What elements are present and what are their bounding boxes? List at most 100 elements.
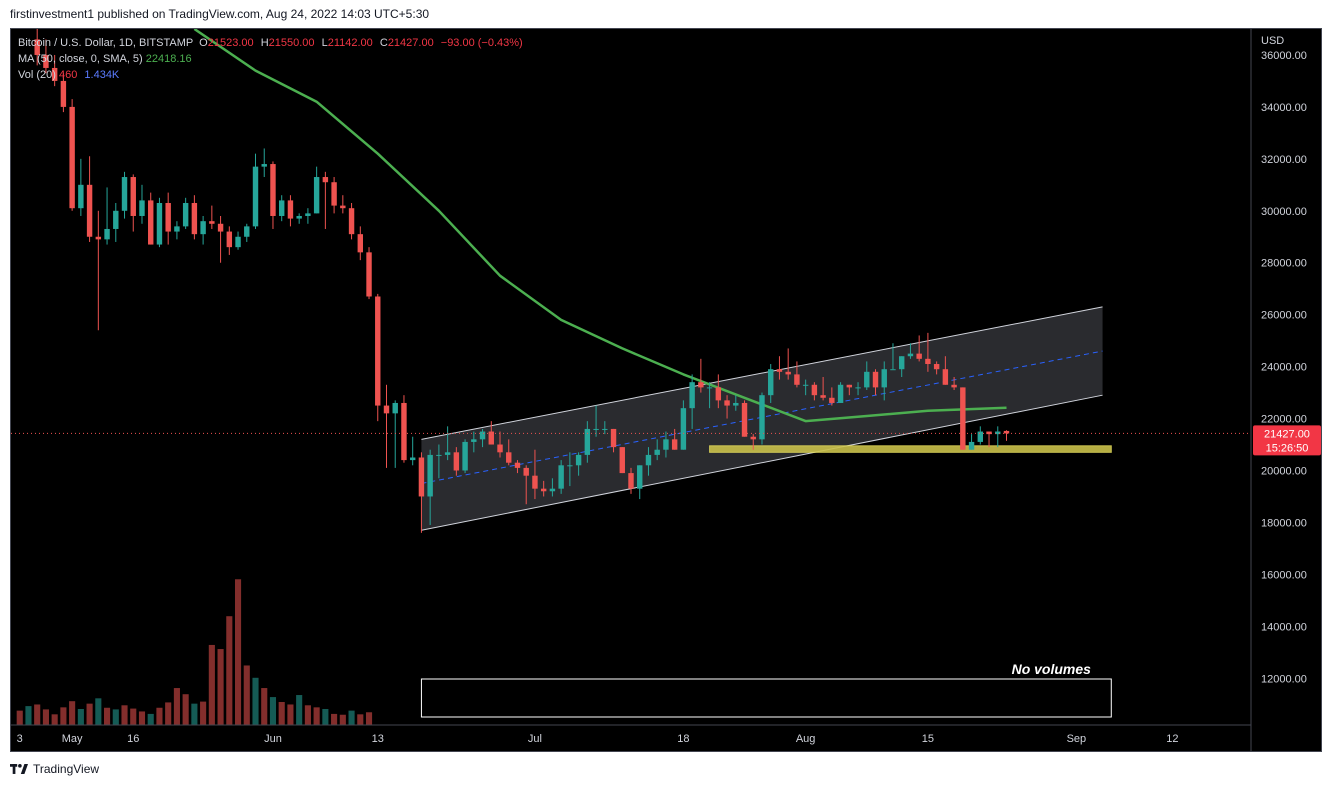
candle [995, 426, 1001, 448]
candle [907, 343, 914, 359]
channel-lower-line [421, 394, 1103, 531]
volume-bar [16, 710, 23, 725]
candle-body [829, 397, 835, 403]
candle [706, 382, 713, 409]
price-tick-label: 12000.00 [1261, 673, 1307, 685]
candle-body [916, 353, 922, 359]
candle-body [121, 177, 128, 211]
price-tick-label: 16000.00 [1261, 569, 1307, 581]
candle [698, 358, 704, 393]
volume-bar [182, 694, 189, 725]
volume-bar [365, 712, 373, 725]
chart-area[interactable]: No volumes USD 12000.00 14000.00 16000.00 180… [10, 28, 1322, 752]
candle [139, 184, 145, 224]
candle-body [785, 371, 791, 375]
price-chart[interactable]: No volumes USD 12000.00 14000.00 16000.00 180… [11, 29, 1322, 752]
candle [43, 39, 49, 74]
time-tick-label: Jun [264, 733, 282, 745]
candle-body [898, 356, 905, 370]
candle-body [680, 408, 687, 450]
candle [392, 400, 398, 468]
candle [593, 405, 599, 437]
volume-bar [261, 688, 268, 725]
candle-body [104, 228, 110, 240]
candle-body [436, 454, 442, 456]
candle-body [409, 457, 416, 461]
candle-body [759, 395, 765, 440]
candle-body [986, 431, 992, 435]
candle [165, 192, 171, 245]
candle-body [261, 164, 267, 167]
price-tick-label: 26000.00 [1261, 310, 1307, 322]
candle-body [191, 203, 198, 235]
candle-body [51, 67, 58, 81]
candle [759, 392, 765, 445]
volume-bar [51, 714, 58, 725]
time-tick-label: 18 [677, 733, 689, 745]
candle-body [165, 203, 171, 232]
candle [322, 171, 329, 229]
candle-body [995, 431, 1001, 435]
candle-body [270, 164, 276, 216]
volume-bar [313, 707, 320, 725]
candle [514, 460, 521, 474]
countdown-label: 15:26:50 [1266, 442, 1309, 454]
candle-body [331, 182, 337, 206]
candle-body [340, 205, 346, 209]
volume-bar [252, 677, 259, 725]
volume-bar [156, 707, 163, 725]
candle [270, 161, 276, 229]
candle-body [977, 431, 984, 442]
last-price-label: 21427.00 [1264, 428, 1310, 440]
candle-body [724, 400, 730, 406]
candle-body [820, 395, 826, 398]
candle-body [375, 296, 381, 406]
candle [366, 247, 372, 300]
candle-body [488, 431, 494, 445]
candle-body [174, 226, 180, 232]
candle [532, 449, 538, 500]
candle [951, 377, 957, 390]
candle [776, 356, 783, 380]
volume-bar [191, 703, 198, 725]
candle-body [78, 184, 84, 209]
candle-body [497, 444, 503, 453]
candle [523, 465, 529, 505]
volume-bar [287, 704, 294, 725]
candle-body [741, 402, 748, 437]
candle [427, 449, 433, 526]
price-tick-label: 20000.00 [1261, 465, 1307, 477]
volume-bar [25, 706, 32, 725]
volume-bar [348, 710, 355, 725]
candle [925, 332, 931, 372]
candle [820, 377, 826, 401]
time-tick-label: Sep [1067, 733, 1087, 745]
candle [846, 384, 853, 396]
volume-bar [269, 697, 277, 725]
candle-body [471, 439, 477, 442]
candle [506, 439, 512, 466]
candle-body [348, 208, 355, 235]
price-tick-label: 18000.00 [1261, 517, 1307, 529]
candle [785, 348, 791, 380]
candle-body [427, 454, 433, 497]
tradingview-logo[interactable]: TradingView [10, 762, 99, 776]
price-tick-label: 14000.00 [1261, 621, 1307, 633]
candle-body [209, 221, 215, 224]
candle-body [479, 431, 486, 440]
candle [313, 166, 320, 214]
candle-body [278, 200, 285, 216]
candle-body [296, 215, 302, 219]
candle-body [907, 353, 914, 357]
candle [278, 195, 285, 222]
candle [680, 400, 687, 450]
candle [497, 431, 503, 458]
time-tick-label: 12 [1166, 733, 1178, 745]
candle-body [383, 405, 390, 414]
candle-body [322, 177, 329, 183]
candle-body [925, 358, 931, 365]
price-tick-label: 34000.00 [1261, 102, 1307, 114]
candle-body [366, 252, 372, 297]
candle-body [960, 387, 966, 450]
price-tick-label: 36000.00 [1261, 50, 1307, 62]
